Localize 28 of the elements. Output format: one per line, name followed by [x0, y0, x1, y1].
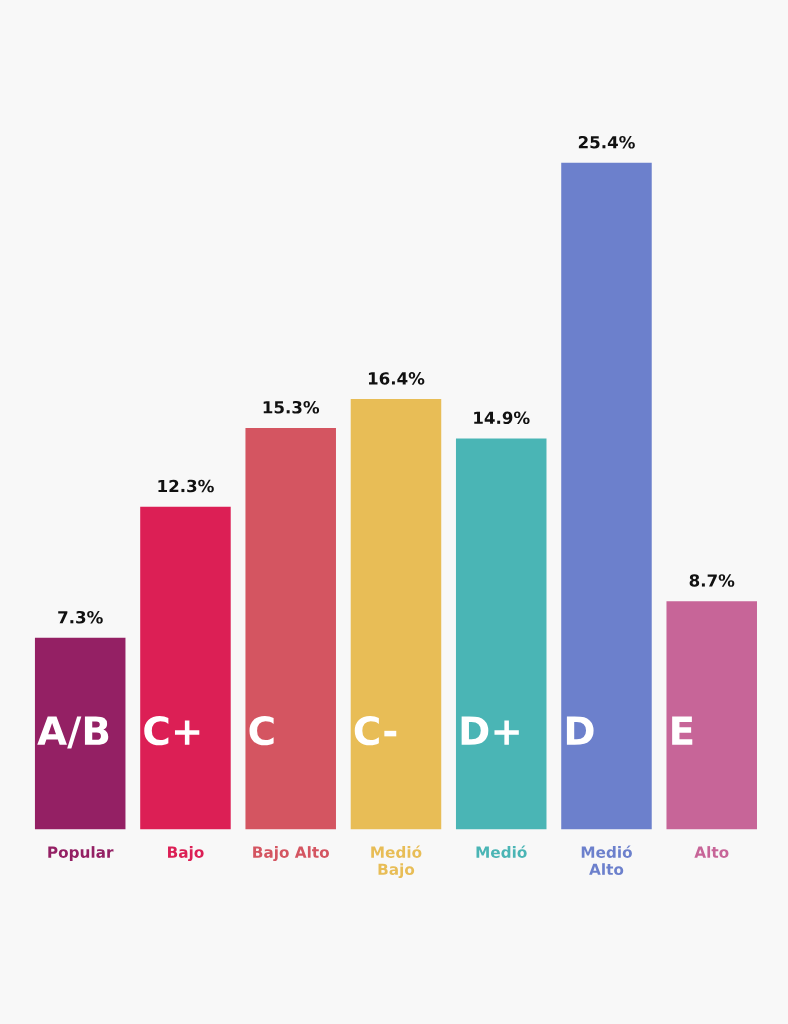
data-label: 12.3%	[158, 479, 214, 493]
x-tick-label: Popular	[48, 846, 114, 861]
bar	[455, 438, 547, 830]
annotation: A/B	[37, 716, 109, 749]
x-tick-label: Medió	[476, 845, 527, 858]
annotation: E	[672, 716, 693, 745]
annotation: C-	[354, 715, 397, 746]
data-label: 15.3%	[263, 400, 320, 414]
annotation: D+	[461, 716, 519, 745]
data-label: 14.9%	[474, 411, 530, 425]
x-tick-label: Medió Bajo	[371, 845, 422, 879]
annotation: C	[249, 715, 274, 746]
bar	[140, 506, 231, 830]
bar	[245, 427, 336, 830]
bar	[561, 162, 652, 830]
x-tick-label: Bajo	[168, 846, 204, 862]
annotation: C+	[144, 715, 200, 746]
data-label: 8.7%	[689, 574, 735, 587]
x-tick-label: Medió Alto	[581, 845, 632, 876]
x-tick-label: Alto	[694, 846, 729, 858]
data-label: 16.4%	[368, 372, 425, 385]
bar	[666, 601, 757, 830]
data-label: 7.3%	[58, 610, 103, 624]
bar	[350, 399, 442, 830]
x-tick-label: Bajo Alto	[253, 846, 329, 862]
bar	[34, 637, 126, 830]
annotation: D	[566, 716, 594, 745]
data-label: 25.4%	[578, 135, 635, 149]
